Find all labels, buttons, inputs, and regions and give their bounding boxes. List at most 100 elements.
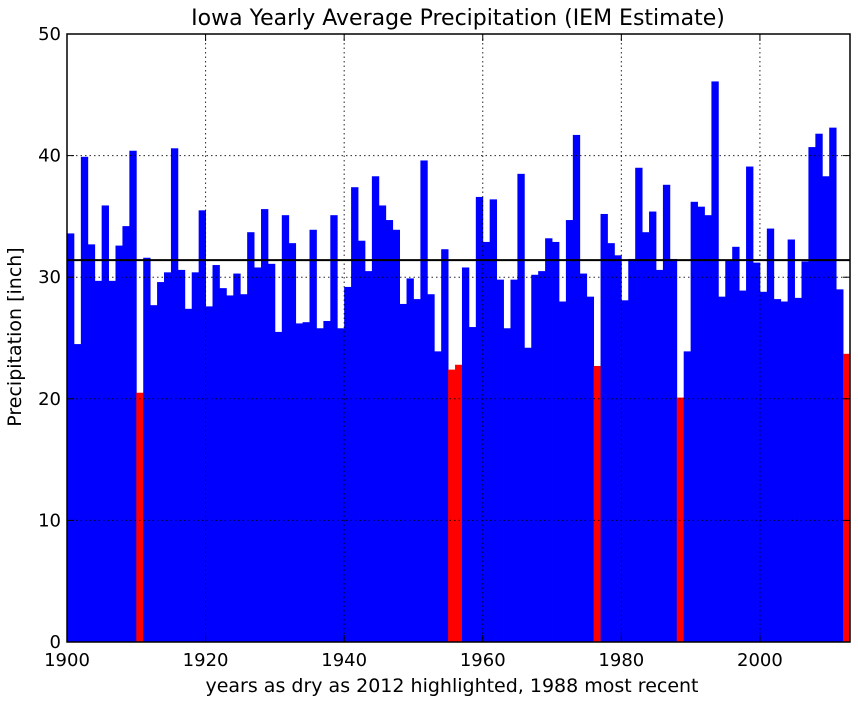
bar-1996 [732,246,740,643]
bar-1918 [191,272,200,642]
bar-1922 [219,288,227,642]
bar-1912 [150,305,158,642]
bar-1978 [607,243,615,643]
bar-1983 [642,232,650,642]
y-tick-label-20: 20 [38,389,61,410]
x-tick-label-2000: 2000 [737,650,783,671]
bar-2011 [836,289,844,642]
bar-1991 [697,206,705,642]
y-tick-label-50: 50 [38,24,61,45]
y-axis-ticks: 0 10 20 30 40 50 [38,24,850,653]
bar-1970 [552,241,560,642]
bar-1959 [475,196,484,642]
bar-1924 [233,273,241,642]
bar-1987 [669,258,678,642]
bar-1933 [295,323,303,642]
bar-1993 [711,81,719,642]
bar-1901 [73,344,82,642]
bar-1976 [593,365,601,642]
bar-1985 [655,269,664,642]
bar-2008 [815,133,823,642]
bar-1974 [579,273,588,642]
bar-1995 [725,260,733,642]
bar-2006 [801,261,809,642]
bar-1965 [517,173,525,642]
bar-1966 [524,347,532,642]
bar-1904 [94,280,103,642]
bar-1960 [482,241,491,642]
bar-1928 [261,209,269,642]
bar-1921 [212,265,220,642]
plot-frame [66,33,851,643]
bar-1963 [503,328,511,642]
bar-2004 [787,239,795,642]
chart-title: Iowa Yearly Average Precipitation (IEM E… [191,6,725,31]
bar-1957 [461,267,470,642]
bar-1992 [704,215,712,642]
bar-1975 [586,296,595,642]
bar-1932 [288,243,297,643]
y-tick-label-0: 0 [50,632,61,653]
bar-1982 [635,167,643,642]
bar-2005 [794,297,802,642]
bar-1934 [302,322,310,642]
bar-1950 [413,299,421,642]
y-axis-label: Precipitation [inch] [4,247,26,426]
bar-1955 [448,369,456,642]
bar-1956 [455,364,463,642]
bar-1914 [164,272,172,642]
bar-1994 [718,296,726,642]
bars [67,81,851,643]
bar-2000 [759,291,768,642]
bar-1990 [690,201,698,643]
bar-1927 [254,267,262,642]
bar-2007 [808,147,816,642]
bar-2012 [843,353,851,642]
bar-2003 [780,301,789,642]
bar-2010 [829,127,837,642]
bar-1967 [531,274,539,642]
bar-1988 [676,397,685,642]
bar-1909 [129,150,137,642]
bar-1917 [184,308,193,642]
bar-1997 [739,290,747,642]
bar-1952 [427,294,435,642]
bar-1953 [434,351,442,642]
bar-1906 [108,280,116,642]
bar-1936 [316,328,324,642]
bar-1938 [330,215,338,642]
bar-1984 [649,211,657,642]
y-tick-label-10: 10 [38,510,61,531]
bar-1937 [323,320,331,642]
y-tick-label-30: 30 [38,267,61,288]
bar-1999 [752,262,761,642]
bar-1905 [101,205,109,642]
bar-1989 [683,351,692,642]
bar-1951 [420,160,428,643]
bar-1902 [80,156,89,643]
bar-1908 [122,226,130,643]
bar-2001 [766,228,775,642]
bar-1940 [344,286,352,642]
bar-1925 [240,294,248,642]
bar-1907 [115,245,123,643]
bar-1919 [198,210,206,642]
bar-1920 [205,306,213,642]
bar-1973 [572,134,581,643]
bar-1923 [226,295,234,642]
grid-lines [67,34,850,642]
bar-1981 [628,258,636,642]
bar-1944 [371,176,380,642]
bar-1913 [157,282,165,642]
bar-1979 [614,255,622,642]
bar-1977 [600,213,608,642]
bar-1910 [136,392,144,642]
bar-1945 [378,205,387,642]
bar-1998 [746,166,754,642]
x-axis-ticks: 1900 1920 1940 1960 1980 2000 [44,34,783,671]
x-axis-label: years as dry as 2012 highlighted, 1988 m… [205,675,698,697]
bar-1958 [468,327,477,642]
bar-1931 [281,215,290,642]
bar-1911 [143,257,151,642]
